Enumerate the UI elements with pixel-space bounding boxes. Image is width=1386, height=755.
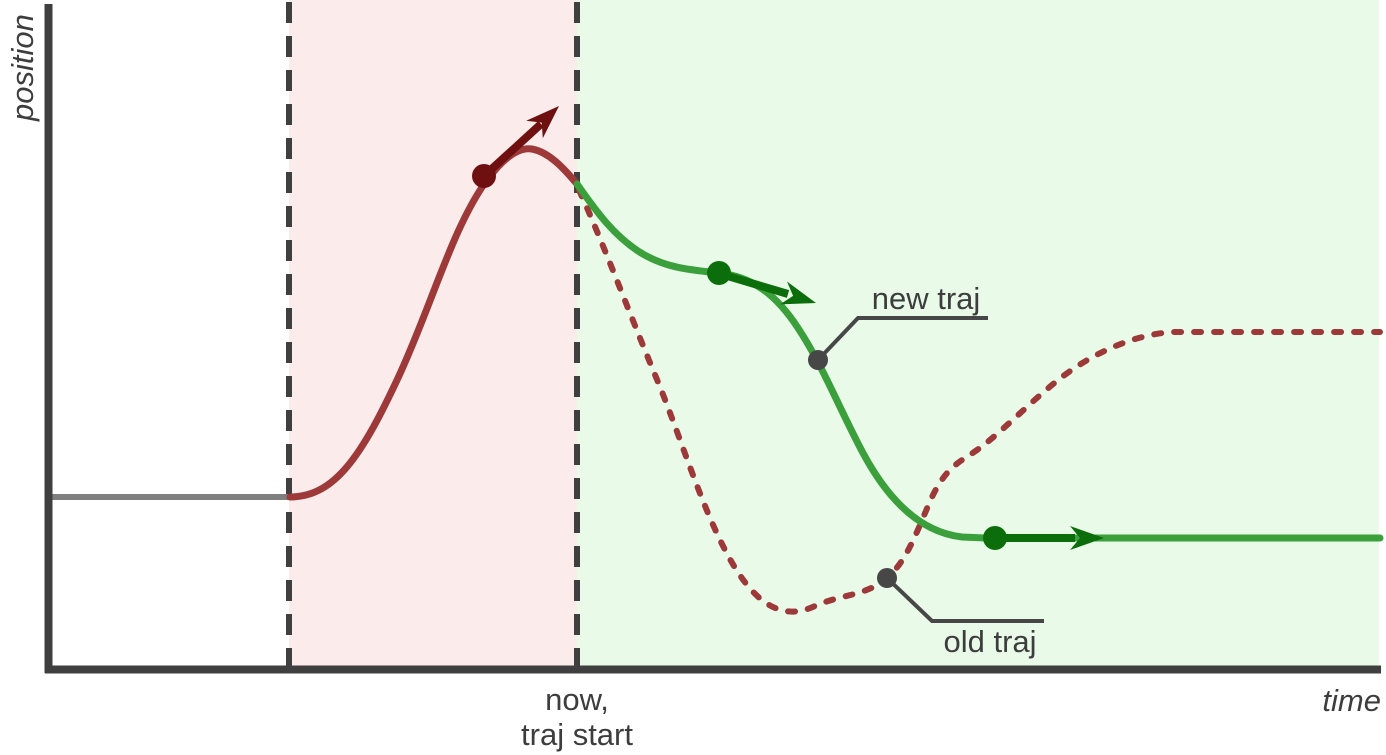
past-region [289, 0, 577, 668]
new-traj-arrow-head [780, 281, 816, 305]
new-traj-arrow-shaft [719, 270, 790, 298]
final-arrow-head [1070, 526, 1104, 550]
executed-trajectory-curve [286, 145, 581, 501]
now-tick-label: now, traj start [521, 682, 633, 752]
new-traj-velocity-arrow [719, 270, 816, 305]
new-traj-label: new traj [872, 281, 981, 316]
executed-state-dot [472, 164, 496, 188]
now-tick-line2: traj start [521, 717, 633, 752]
old-traj-callout-dot [877, 568, 897, 588]
new-trajectory-curve [573, 180, 1384, 542]
new-traj-state-dot [707, 261, 731, 285]
y-axis-label: position [5, 14, 40, 122]
executed-arrow-head [526, 106, 559, 139]
final-velocity-arrow [995, 526, 1104, 550]
now-tick-line1: now, [545, 682, 609, 717]
new-traj-callout-dot [808, 350, 828, 370]
final-state-dot [983, 526, 1007, 550]
future-region [577, 0, 1379, 668]
old-traj-callout-line [885, 576, 1044, 623]
old-trajectory-curve [576, 187, 1383, 615]
executed-velocity-arrow [481, 106, 559, 179]
executed-arrow-shaft [481, 121, 544, 179]
new-traj-callout-line [816, 316, 988, 362]
old-traj-label: old traj [943, 624, 1036, 659]
x-axis-label: time [1322, 683, 1381, 718]
